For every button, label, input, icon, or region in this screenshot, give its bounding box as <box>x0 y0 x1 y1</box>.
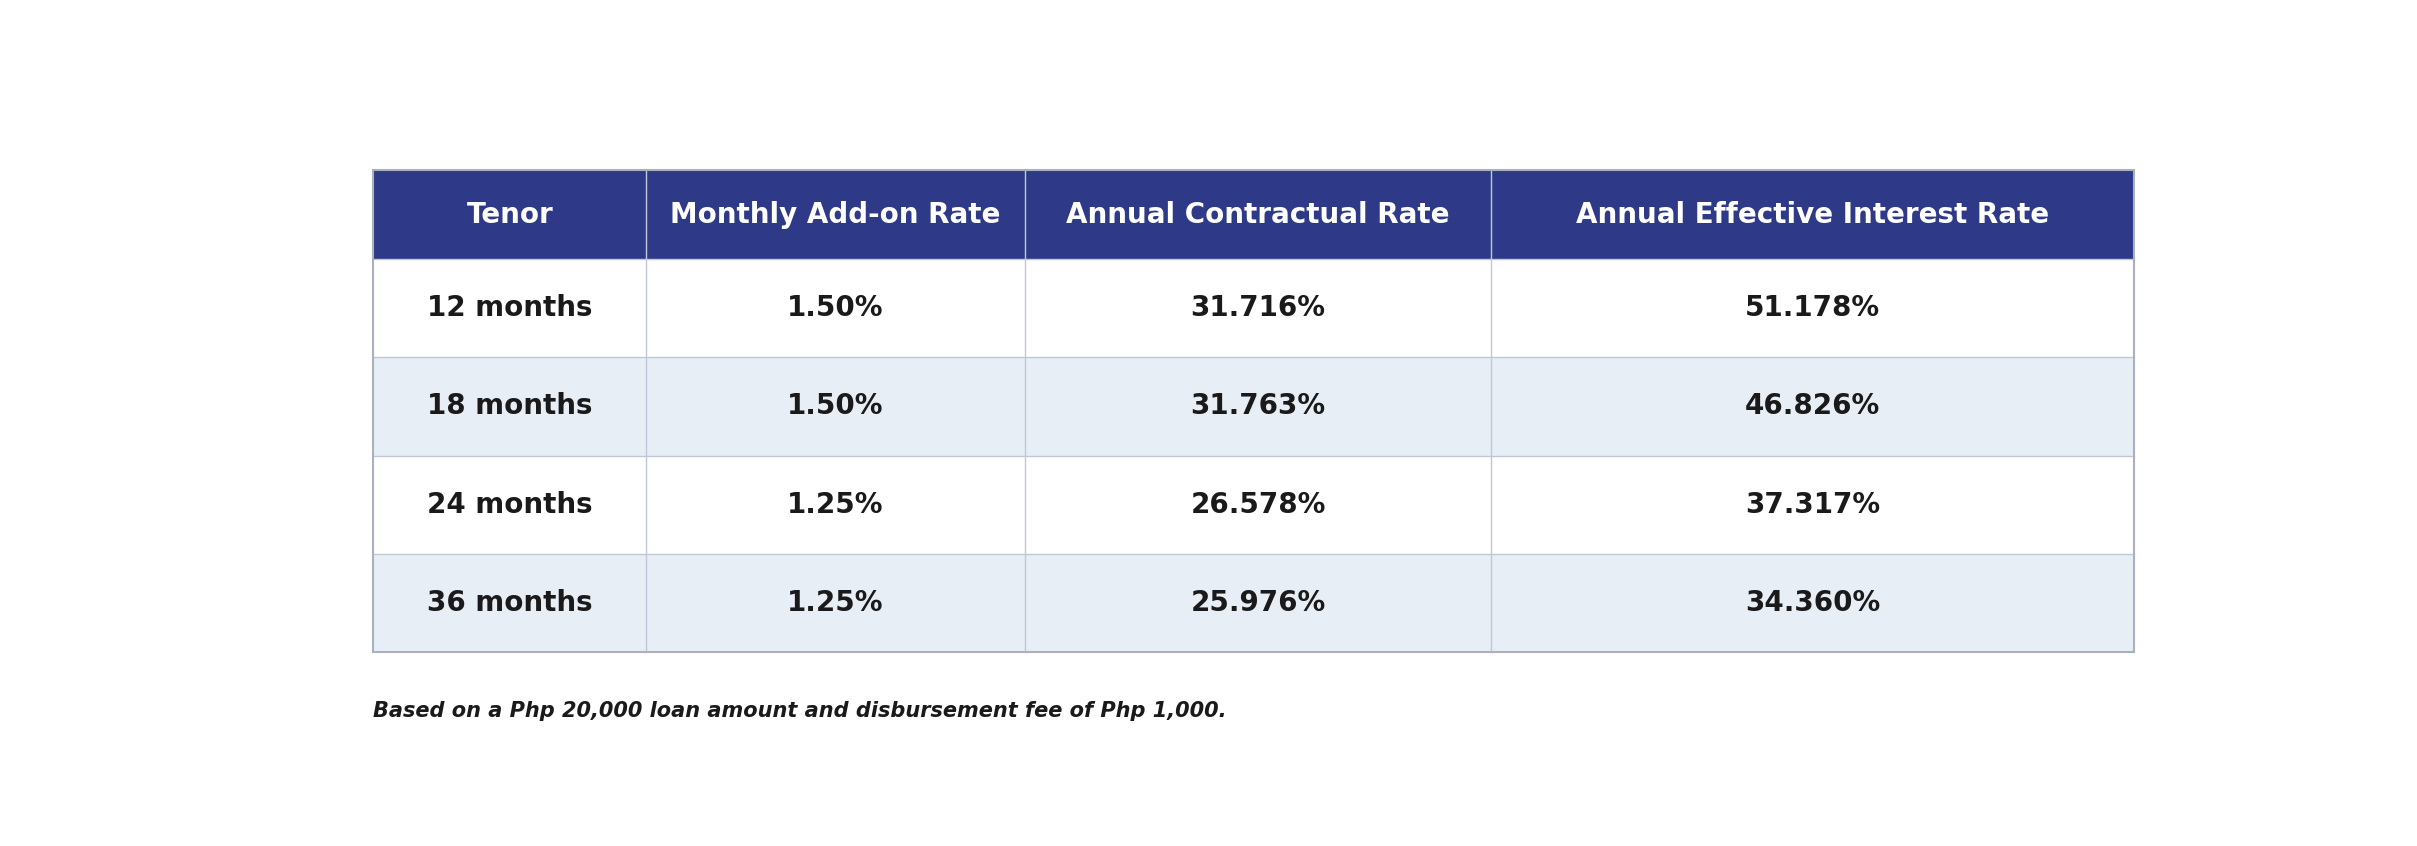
Bar <box>1025 357 1491 455</box>
Text: 24 months: 24 months <box>428 491 592 519</box>
Text: 12 months: 12 months <box>428 294 592 322</box>
Bar <box>645 259 1025 357</box>
Bar <box>1491 455 2134 554</box>
Bar <box>372 170 645 259</box>
Bar <box>1491 554 2134 652</box>
Text: Annual Contractual Rate: Annual Contractual Rate <box>1066 201 1450 228</box>
Bar <box>372 259 645 357</box>
Text: Monthly Add-on Rate: Monthly Add-on Rate <box>670 201 1001 228</box>
Text: 36 months: 36 months <box>428 589 592 617</box>
Text: 34.360%: 34.360% <box>1745 589 1880 617</box>
Bar <box>372 170 2134 652</box>
Bar <box>1491 259 2134 357</box>
Text: 1.25%: 1.25% <box>788 589 885 617</box>
Bar <box>1025 170 1491 259</box>
Text: 1.25%: 1.25% <box>788 491 885 519</box>
Bar <box>372 455 645 554</box>
Bar <box>645 554 1025 652</box>
Bar <box>1025 455 1491 554</box>
Bar <box>1491 170 2134 259</box>
Text: 18 months: 18 months <box>428 393 592 420</box>
Bar <box>372 357 645 455</box>
Text: 31.716%: 31.716% <box>1192 294 1325 322</box>
Bar <box>645 455 1025 554</box>
Text: 25.976%: 25.976% <box>1192 589 1327 617</box>
Text: 51.178%: 51.178% <box>1745 294 1880 322</box>
Text: Tenor: Tenor <box>466 201 553 228</box>
Text: 46.826%: 46.826% <box>1745 393 1880 420</box>
Text: 31.763%: 31.763% <box>1192 393 1325 420</box>
Text: 37.317%: 37.317% <box>1745 491 1880 519</box>
Text: 1.50%: 1.50% <box>788 294 885 322</box>
Bar <box>372 554 645 652</box>
Text: 26.578%: 26.578% <box>1192 491 1327 519</box>
Text: 1.50%: 1.50% <box>788 393 885 420</box>
Bar <box>1491 357 2134 455</box>
Bar <box>1025 554 1491 652</box>
Bar <box>645 170 1025 259</box>
Bar <box>1025 259 1491 357</box>
Bar <box>645 357 1025 455</box>
Text: Annual Effective Interest Rate: Annual Effective Interest Rate <box>1576 201 2050 228</box>
Text: Based on a Php 20,000 loan amount and disbursement fee of Php 1,000.: Based on a Php 20,000 loan amount and di… <box>372 700 1228 721</box>
